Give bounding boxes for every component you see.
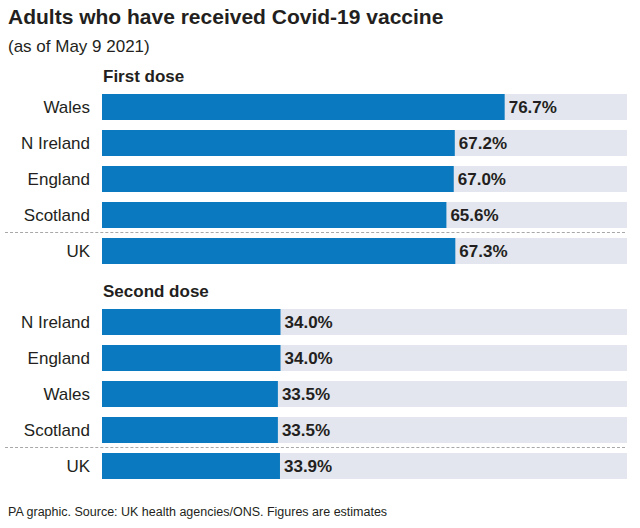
- svg-text:67.2%: 67.2%: [459, 134, 507, 153]
- svg-text:67.3%: 67.3%: [459, 242, 507, 261]
- html-text:(as of May 9 2021): (as of May 9 2021): [8, 37, 150, 56]
- svg-text:76.7%: 76.7%: [509, 98, 557, 117]
- svg-text:Wales: Wales: [43, 385, 90, 404]
- svg-text:67.0%: 67.0%: [458, 170, 506, 189]
- svg-text:England: England: [28, 349, 90, 368]
- svg-text:33.9%: 33.9%: [284, 457, 332, 476]
- html-text:Second dose: Second dose: [103, 282, 209, 301]
- svg-text:34.0%: 34.0%: [285, 349, 333, 368]
- svg-text:UK: UK: [66, 242, 90, 261]
- svg-text:Wales: Wales: [43, 98, 90, 117]
- svg-text:Scotland: Scotland: [24, 421, 90, 440]
- svg-text:65.6%: 65.6%: [450, 206, 498, 225]
- html-text:PA graphic. Source: UK health: PA graphic. Source: UK health agencies/O…: [8, 505, 388, 519]
- svg-text:34.0%: 34.0%: [285, 313, 333, 332]
- html-text:First dose: First dose: [103, 67, 185, 86]
- svg-text:England: England: [28, 170, 90, 189]
- svg-text:N Ireland: N Ireland: [21, 313, 90, 332]
- svg-text:33.5%: 33.5%: [282, 421, 330, 440]
- svg-text:Scotland: Scotland: [24, 206, 90, 225]
- html-text:Adults who have received Covid: Adults who have received Covid-19 vaccin…: [8, 5, 444, 28]
- svg-text:33.5%: 33.5%: [282, 385, 330, 404]
- svg-text:UK: UK: [66, 457, 90, 476]
- svg-text:N Ireland: N Ireland: [21, 134, 90, 153]
